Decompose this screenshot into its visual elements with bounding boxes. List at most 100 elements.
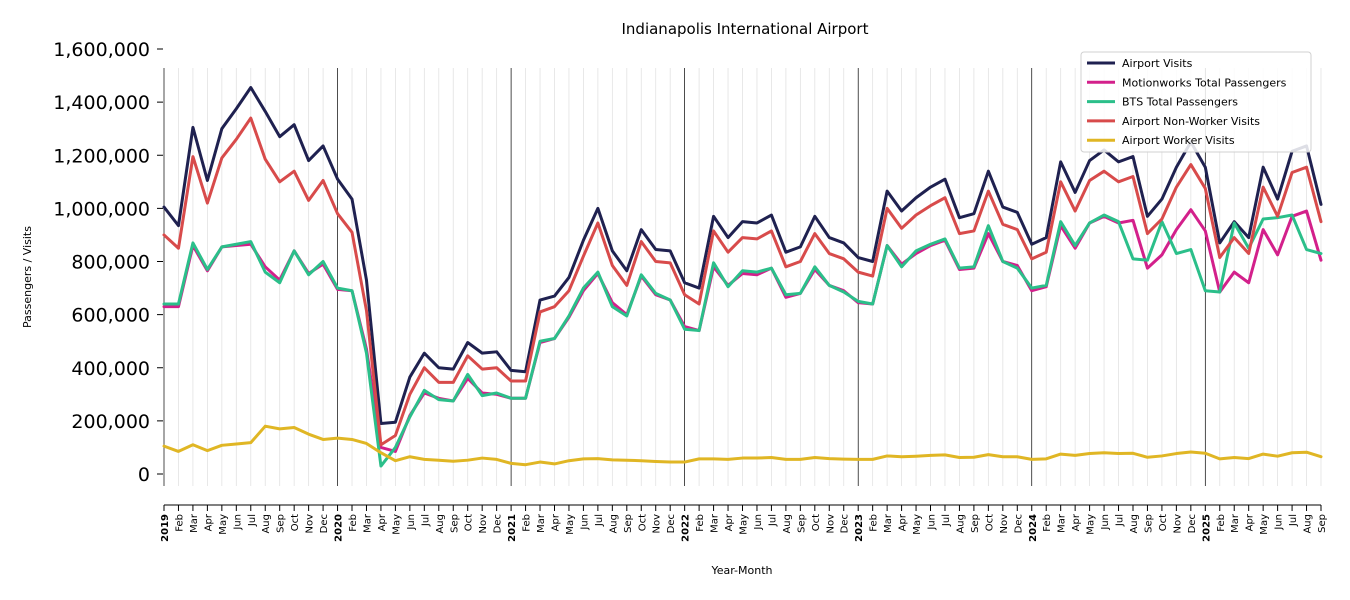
x-tick-label: Dec (666, 514, 677, 533)
x-tick-label: Dec (840, 514, 851, 533)
x-tick-label: May (1259, 514, 1270, 535)
legend-box (1080, 51, 1312, 153)
x-tick-label: Nov (999, 514, 1010, 534)
x-tick-label: Aug (955, 514, 966, 534)
legend-label: BTS Total Passengers (1122, 96, 1238, 109)
y-tick-label: 1,400,000 (53, 92, 150, 114)
legend: Airport Visits Motionworks Total Passenge… (1080, 51, 1312, 153)
y-tick-label: 600,000 (71, 305, 150, 327)
legend-label: Airport Worker Visits (1122, 134, 1235, 147)
x-tick-label: Apr (550, 513, 561, 531)
x-tick-label: Jul (1115, 514, 1126, 527)
series-line-1 (162, 86, 1323, 426)
x-tick-label: Aug (608, 514, 619, 534)
y-tick-label: 1,600,000 (53, 39, 150, 61)
x-tick-label: Mar (883, 513, 894, 533)
x-tick-label: Aug (1129, 514, 1140, 534)
x-tick-label: Sep (1317, 514, 1328, 533)
x-tick-label: Jun (579, 514, 590, 531)
x-tick-label: Nov (1172, 514, 1183, 534)
chart-title: Indianapolis International Airport (622, 20, 869, 38)
x-tick-label: Aug (782, 514, 793, 534)
x-tick-label: Dec (493, 514, 504, 533)
x-tick-label: Apr (898, 513, 909, 531)
x-tick-label: Jun (753, 514, 764, 531)
y-axis-label: Passengers / Visits (21, 226, 34, 328)
x-tick-label: Dec (1187, 514, 1198, 533)
x-tick-label: Jul (941, 514, 952, 527)
x-tick-label: Mar (362, 513, 373, 533)
legend-label: Airport Non-Worker Visits (1122, 115, 1260, 128)
y-tick-label: 400,000 (71, 358, 150, 380)
x-tick-label: Mar (710, 513, 721, 533)
x-tick-label: Sep (970, 514, 981, 533)
y-tick-label: 800,000 (71, 252, 150, 274)
y-tick-label: 200,000 (71, 411, 150, 433)
x-tick-label: Oct (290, 514, 301, 531)
x-tick-label: Feb (522, 514, 533, 532)
y-tick-label: 1,000,000 (53, 198, 150, 220)
x-tick-label: Jun (1100, 514, 1111, 531)
x-tick-label: 2019 (160, 514, 171, 542)
x-tick-label: Mar (536, 513, 547, 533)
legend-label: Airport Visits (1122, 57, 1193, 70)
x-tick-label: Mar (1057, 513, 1068, 533)
x-tick-label: Feb (174, 514, 185, 532)
x-tick-label: Feb (869, 514, 880, 532)
x-tick-label: 2021 (507, 514, 518, 542)
series-line-5 (162, 424, 1323, 467)
x-tick-label: Oct (637, 514, 648, 531)
x-tick-label: Jul (1288, 514, 1299, 527)
y-axis: 0 200,000 400,000 600,000 800,000 1,000,000 1,… (53, 39, 163, 486)
x-tick-label: Apr (724, 513, 735, 531)
x-tick-label: Sep (796, 514, 807, 533)
x-axis: 2019 Feb Mar Apr May Jun Jul Aug Sep Oct Nov Dec 202… (160, 504, 1328, 542)
y-tick-label: 0 (138, 464, 150, 486)
x-tick-label: May (391, 514, 402, 535)
x-tick-label: May (1086, 514, 1097, 535)
x-tick-label: Jun (406, 514, 417, 531)
x-tick-label: Nov (305, 514, 316, 534)
x-tick-label: May (218, 514, 229, 535)
x-tick-label: Dec (1013, 514, 1024, 533)
x-tick-label: Dec (319, 514, 330, 533)
x-tick-label: Oct (464, 514, 475, 531)
x-tick-label: Jun (1274, 514, 1285, 531)
x-tick-label: Apr (377, 513, 388, 531)
x-tick-label: Sep (276, 514, 287, 533)
x-tick-label: Sep (623, 514, 634, 533)
x-tick-label: 2022 (681, 514, 692, 542)
x-tick-label: Aug (435, 514, 446, 534)
x-tick-label: 2023 (854, 514, 865, 542)
legend-label: Motionworks Total Passengers (1122, 76, 1287, 89)
x-tick-label: May (912, 514, 923, 535)
x-tick-label: Nov (825, 514, 836, 534)
x-tick-label: 2020 (334, 514, 345, 542)
x-tick-label: Jul (247, 514, 258, 527)
x-tick-label: Oct (1158, 514, 1169, 531)
x-tick-label: Jun (927, 514, 938, 531)
x-tick-label: Jul (420, 514, 431, 527)
x-tick-label: Feb (695, 514, 706, 532)
x-tick-label: 2025 (1201, 514, 1212, 542)
x-tick-label: Aug (261, 514, 272, 534)
x-tick-label: Feb (1042, 514, 1053, 532)
x-tick-label: Apr (203, 513, 214, 531)
x-tick-label: Sep (449, 514, 460, 533)
x-axis-label: Year-Month (710, 564, 772, 577)
x-tick-label: May (739, 514, 750, 535)
x-tick-label: 2024 (1028, 514, 1039, 542)
y-tick-label: 1,200,000 (53, 145, 150, 167)
x-tick-label: Aug (1303, 514, 1314, 534)
x-tick-label: May (565, 514, 576, 535)
x-tick-label: Jul (594, 514, 605, 527)
x-tick-label: Feb (1216, 514, 1227, 532)
series-line-4 (162, 116, 1323, 447)
x-tick-label: Jun (232, 514, 243, 531)
x-tick-label: Feb (348, 514, 359, 532)
x-tick-label: Nov (652, 514, 663, 534)
x-tick-label: Jul (767, 514, 778, 527)
x-tick-label: Sep (1143, 514, 1154, 533)
series-lines (162, 86, 1323, 468)
